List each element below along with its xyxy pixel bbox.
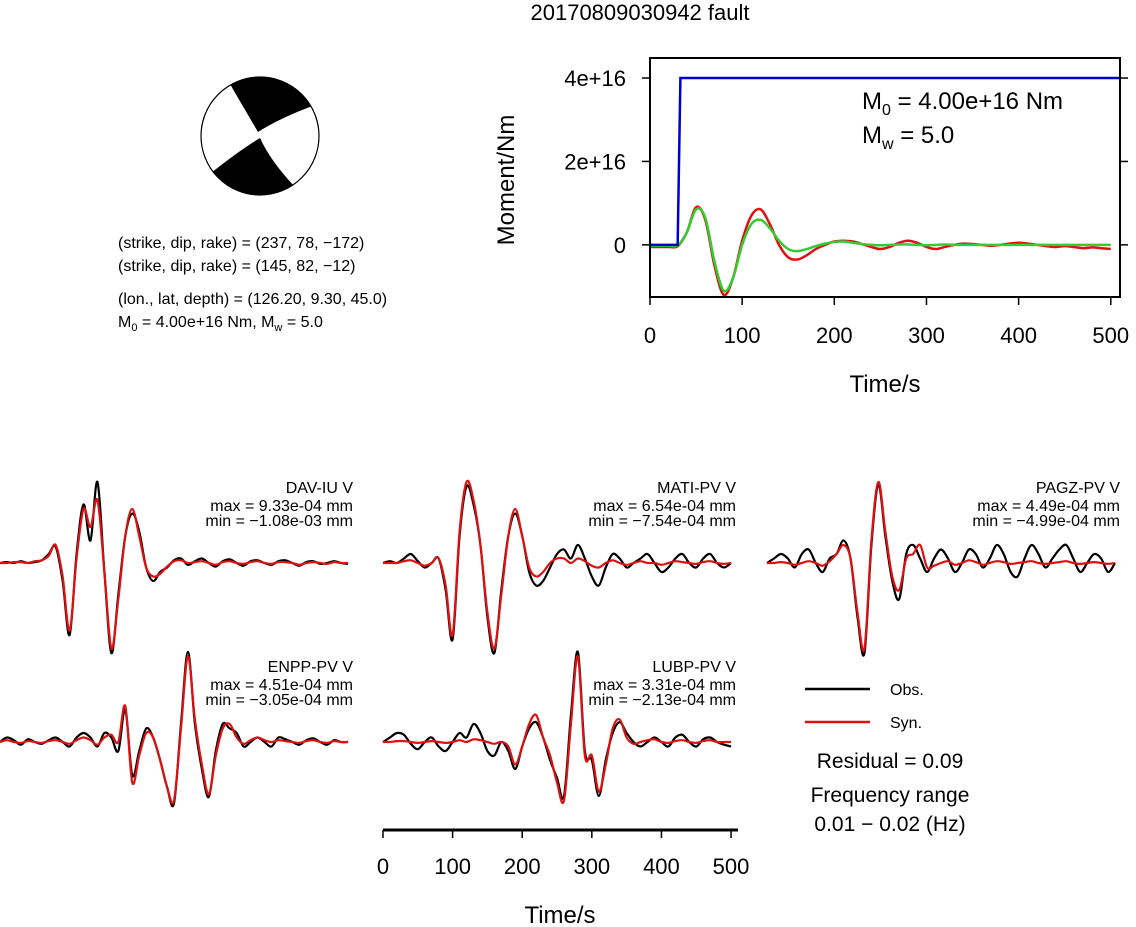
frequency-range: 0.01 − 0.02 (Hz) [814,813,965,836]
waveform [382,479,732,650]
station-label: MATI-PV V [657,480,736,497]
x-tick-label: 0 [377,854,389,879]
x-tick-label: 100 [724,323,761,348]
y-tick-label: 0 [614,233,626,258]
waveform [0,497,349,650]
y-axis-label: Moment/Nm [493,115,520,246]
title: 20170809030942 fault [531,0,750,25]
x-tick-label: 200 [504,854,541,879]
x-tick-label: 300 [573,854,610,879]
x-tick-label: 500 [713,854,750,879]
waveform [382,655,732,804]
symbol: M [862,88,882,115]
max-label: max = 9.33e-04 mm [210,498,353,515]
beachball-quadrant [212,138,293,195]
subscript: 0 [882,102,891,119]
station-label: ENPP-PV V [268,659,354,676]
magnitude-line: M0 = 4.00e+16 Nm, Mw = 5.0 [118,314,323,334]
x-axis-label: Time/s [849,371,920,398]
subscript: 0 [131,322,137,334]
x-axis-label: Time/s [524,902,595,927]
subscript: w [881,136,894,153]
text: = 4.00e+16 Nm [891,88,1063,115]
text: = 5.0 [282,314,323,331]
subscript: w [273,322,282,334]
moment-line [650,76,1120,247]
moment-line [650,207,1111,293]
max-label: max = 6.54e-04 mm [593,498,736,515]
waveform [0,655,349,805]
x-tick-label: 100 [434,854,471,879]
mechanism-line: (strike, dip, rake) = (237, 78, −172) [118,235,364,252]
symbol: M [261,314,274,331]
max-label: max = 3.31e-04 mm [593,677,736,694]
symbol: M [118,314,131,331]
mechanism-line: (lon., lat, depth) = (126.20, 9.30, 45.0… [118,291,387,308]
legend-label: Obs. [890,682,924,699]
beachball [200,76,320,196]
legend-label: Syn. [890,715,922,732]
plot-frame [649,57,1121,298]
station-label: LUBP-PV V [652,659,736,676]
min-label: min = −2.13e-04 mm [588,692,736,709]
x-tick-label: 200 [816,323,853,348]
min-label: min = −4.99e-04 mm [972,513,1120,530]
max-label: max = 4.51e-04 mm [210,677,353,694]
x-tick-label: 0 [644,323,656,348]
waveform [766,480,1116,653]
y-tick-label: 4e+16 [564,66,626,91]
waveform [766,483,1116,657]
annotation: M0 = 4.00e+16 Nm [862,88,1063,119]
mechanism-line: (strike, dip, rake) = (145, 82, −12) [118,258,355,275]
beachball-quadrant [230,76,312,132]
residual: Residual = 0.09 [817,750,964,773]
x-tick-label: 300 [908,323,945,348]
min-label: min = −7.54e-04 mm [588,513,736,530]
x-tick-label: 500 [1092,323,1129,348]
station-label: PAGZ-PV V [1036,480,1120,497]
min-label: min = −1.08e-03 mm [205,513,353,530]
symbol: M [862,122,882,149]
text: = 5.0 [894,122,955,149]
x-tick-label: 400 [1000,323,1037,348]
x-tick-label: 400 [643,854,680,879]
y-tick-label: 2e+16 [564,149,626,174]
text: = 4.00e+16 Nm, [137,314,261,331]
min-label: min = −3.05e-04 mm [205,692,353,709]
annotation: Mw = 5.0 [862,122,954,153]
station-label: DAV-IU V [286,480,354,497]
frequency-label: Frequency range [811,784,970,807]
max-label: max = 4.49e-04 mm [977,498,1120,515]
